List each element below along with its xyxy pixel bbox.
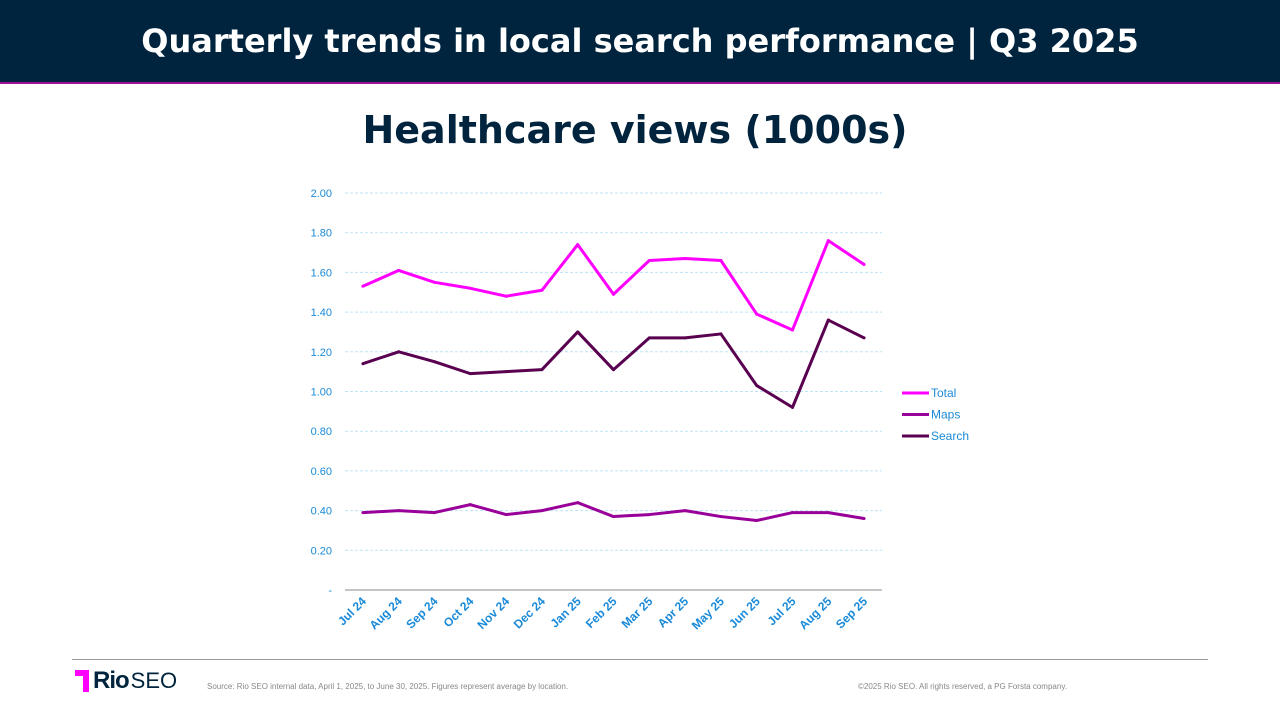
legend-label-maps: Maps	[931, 408, 960, 422]
x-tick-label: Aug 24	[367, 594, 405, 632]
data-point-search	[433, 360, 436, 364]
x-tick-label: Feb 25	[583, 594, 620, 631]
data-point-search	[647, 336, 651, 340]
data-point-total	[468, 286, 472, 290]
data-point-search	[719, 332, 723, 336]
x-tick-label: Mar 25	[619, 594, 656, 631]
data-point-search	[504, 370, 508, 374]
x-tick-label: Sep 24	[403, 594, 440, 631]
data-point-total	[576, 243, 580, 247]
x-tick-label: Nov 24	[474, 594, 512, 632]
data-point-total	[683, 257, 687, 261]
data-point-search	[755, 384, 759, 388]
data-point-maps	[540, 509, 544, 513]
x-tick-label: Apr 25	[655, 594, 692, 631]
x-tick-label: Jul 25	[765, 594, 799, 628]
data-point-total	[397, 268, 401, 272]
legend-label-total: Total	[931, 386, 956, 400]
x-tick-label: Dec 24	[511, 594, 548, 631]
data-point-search	[361, 362, 365, 366]
header-banner: Quarterly trends in local search perform…	[0, 0, 1280, 84]
series-line-search	[362, 318, 865, 409]
data-point-total	[647, 258, 651, 262]
x-tick-label: Jun 25	[726, 594, 763, 631]
data-point-search	[540, 368, 544, 372]
y-tick-label: 0.60	[311, 466, 332, 478]
data-point-total	[826, 239, 830, 243]
data-point-total	[612, 292, 615, 296]
data-point-search	[862, 336, 866, 340]
data-point-maps	[826, 511, 830, 515]
data-point-search	[612, 368, 615, 372]
data-point-search	[397, 350, 401, 354]
data-point-total	[504, 294, 508, 298]
data-point-total	[719, 258, 723, 262]
data-point-maps	[504, 513, 508, 517]
series-line-total	[362, 239, 865, 332]
data-point-maps	[647, 513, 651, 517]
data-point-maps	[683, 509, 687, 513]
data-point-total	[755, 312, 759, 316]
data-point-maps	[397, 509, 401, 513]
data-point-search	[826, 318, 830, 322]
data-point-total	[361, 284, 365, 288]
data-point-total	[791, 328, 794, 332]
legend-label-search: Search	[931, 429, 969, 443]
y-tick-label: -	[328, 585, 332, 597]
data-point-search	[683, 336, 687, 340]
y-tick-label: 0.40	[311, 506, 332, 518]
y-tick-label: 1.40	[311, 307, 332, 319]
data-point-maps	[576, 501, 580, 505]
data-point-search	[791, 405, 794, 409]
data-point-maps	[862, 517, 866, 521]
x-tick-label: May 25	[689, 594, 727, 632]
x-tick-label: Jul 24	[335, 594, 369, 628]
y-tick-label: 2.00	[311, 188, 332, 200]
chart-title: Healthcare views (1000s)	[362, 108, 908, 152]
data-point-maps	[755, 519, 759, 523]
x-tick-label: Jan 25	[548, 594, 585, 631]
data-point-maps	[468, 503, 472, 507]
y-tick-label: 1.80	[311, 228, 332, 240]
data-point-search	[576, 330, 580, 334]
logo-mark-icon	[75, 670, 89, 692]
y-tick-label: 0.20	[311, 545, 332, 557]
copyright: ©2025 Rio SEO. All rights reserved, a PG…	[858, 682, 1067, 691]
data-point-maps	[361, 511, 365, 515]
data-point-maps	[719, 515, 723, 519]
x-tick-label: Oct 24	[441, 594, 477, 630]
y-tick-label: 1.60	[311, 267, 332, 279]
rio-seo-logo: Rio SEO	[75, 667, 177, 695]
data-point-total	[540, 288, 544, 292]
data-point-maps	[433, 511, 436, 515]
source-note: Source: Rio SEO internal data, April 1, …	[207, 682, 569, 691]
y-tick-label: 0.80	[311, 426, 332, 438]
y-tick-label: 1.00	[311, 387, 332, 399]
data-point-maps	[612, 515, 615, 519]
y-tick-label: 1.20	[311, 347, 332, 359]
x-tick-label: Sep 25	[833, 594, 870, 631]
data-point-total	[433, 280, 436, 284]
footer-divider	[72, 659, 1208, 660]
header-title: Quarterly trends in local search perform…	[141, 22, 1139, 60]
x-tick-label: Aug 25	[796, 594, 834, 632]
data-point-maps	[791, 511, 794, 515]
data-point-search	[468, 372, 472, 376]
data-point-total	[862, 262, 866, 266]
